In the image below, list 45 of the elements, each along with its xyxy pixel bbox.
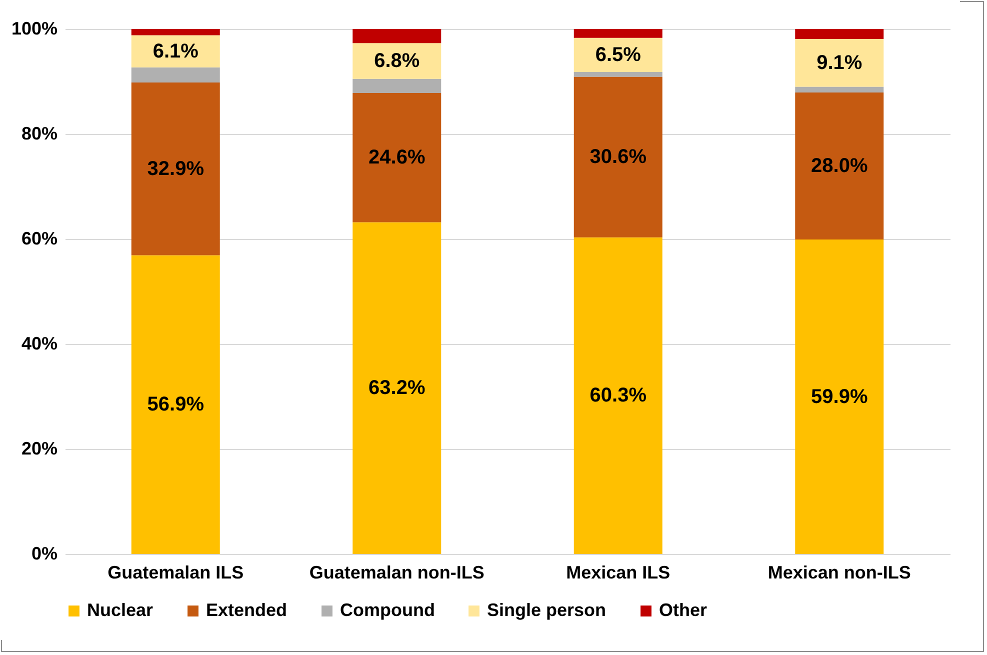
legend-label: Nuclear — [87, 600, 154, 620]
x-tick-label: Guatemalan non-ILS — [309, 562, 484, 582]
x-tick-label: Guatemalan ILS — [108, 562, 244, 582]
bar — [795, 92, 884, 240]
bar — [352, 78, 442, 94]
data-label: 9.1% — [816, 52, 862, 74]
x-tick-label: Mexican ILS — [566, 562, 670, 582]
data-label: 30.6% — [590, 146, 647, 168]
data-label: 6.5% — [595, 44, 642, 66]
data-label: 63.2% — [368, 377, 426, 400]
legend-label: Single person — [487, 600, 606, 620]
data-label: 59.9% — [811, 386, 868, 408]
bar — [795, 38, 884, 87]
bar — [131, 82, 220, 256]
data-label: 28.0% — [811, 155, 868, 178]
x-tick-label: Mexican non-ILS — [768, 562, 911, 582]
y-tick-label: 60% — [21, 228, 58, 248]
legend-label: Compound — [340, 600, 435, 620]
data-label: 6.1% — [152, 40, 199, 62]
data-label: 60.3% — [590, 384, 647, 407]
bar — [131, 255, 220, 554]
data-label: 24.6% — [368, 146, 426, 169]
y-tick-label: 100% — [11, 18, 58, 38]
bar — [795, 240, 884, 554]
bar — [574, 29, 662, 38]
data-label: 32.9% — [147, 158, 204, 180]
y-tick-label: 40% — [21, 334, 58, 354]
data-label: 6.8% — [374, 50, 420, 72]
data-label: 56.9% — [147, 394, 204, 416]
bar — [352, 29, 442, 44]
bar — [795, 29, 884, 39]
y-tick-label: 20% — [21, 438, 58, 458]
bar — [574, 76, 662, 238]
legend-label: Other — [659, 600, 708, 620]
bar — [795, 86, 884, 93]
bar — [352, 93, 442, 222]
y-tick-label: 80% — [21, 124, 58, 144]
bar — [131, 29, 220, 36]
bar — [131, 67, 220, 83]
bar — [574, 237, 662, 554]
bar — [574, 72, 662, 77]
legend-label: Extended — [206, 600, 288, 620]
bar — [352, 222, 442, 554]
bar — [352, 43, 442, 79]
y-tick-label: 0% — [31, 544, 58, 564]
